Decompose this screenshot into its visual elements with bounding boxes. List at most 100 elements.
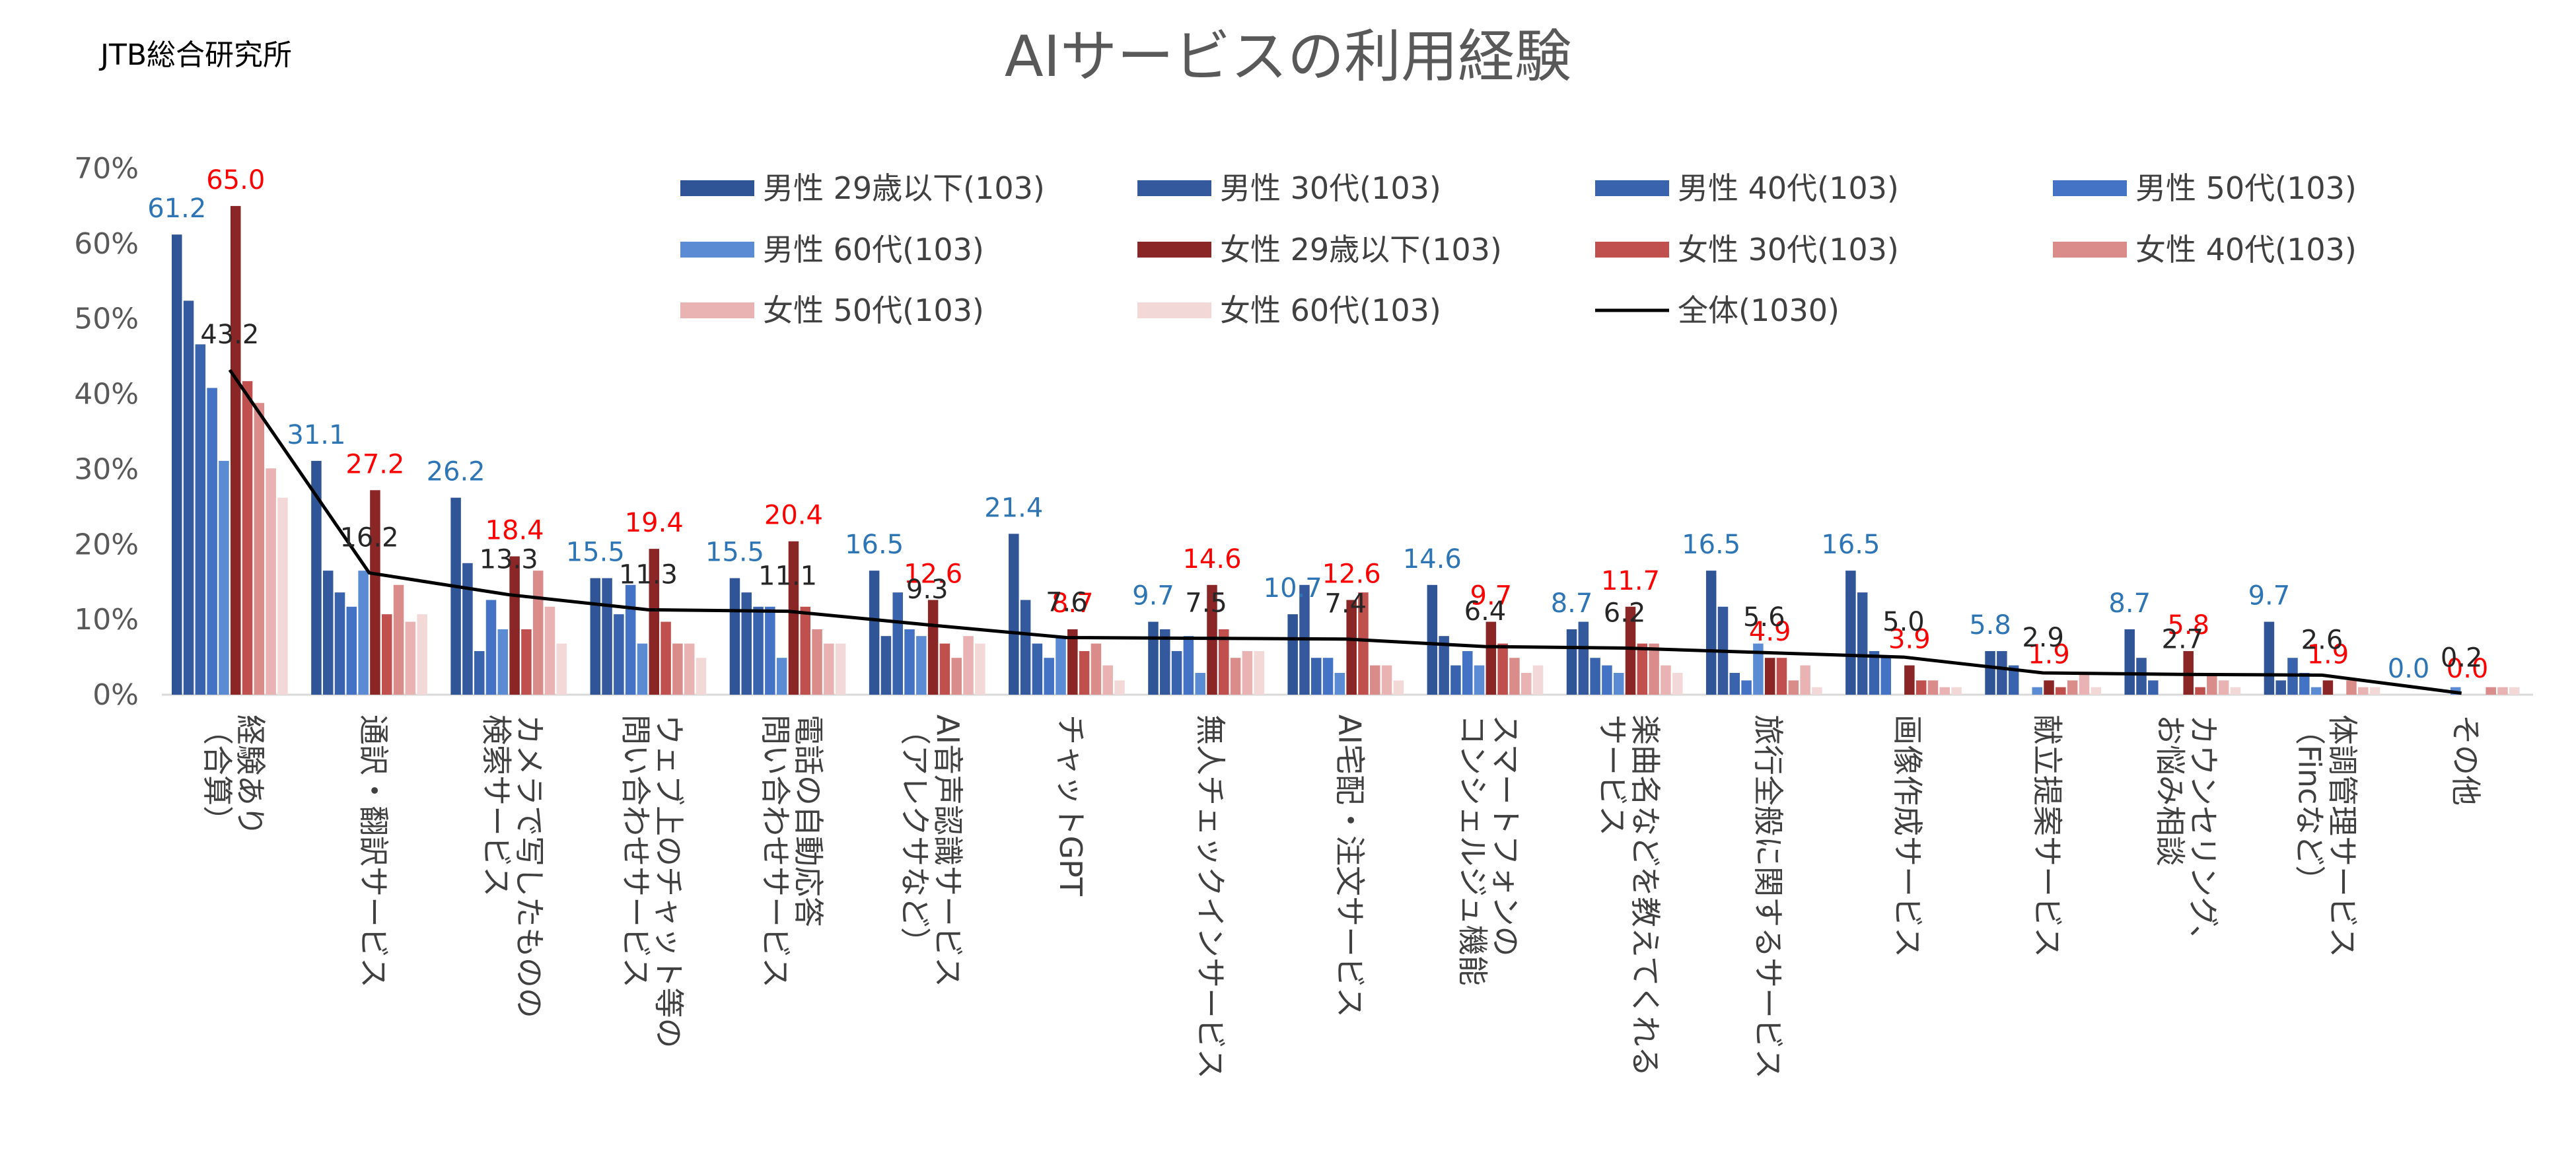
legend-label: 全体(1030) (1678, 293, 1840, 328)
legend-label: 女性 50代(103) (763, 293, 984, 328)
bar (625, 584, 636, 695)
category-label: 経験あり (233, 715, 268, 836)
bar (1020, 600, 1031, 695)
bar (2207, 672, 2217, 695)
bar (2310, 687, 2322, 695)
legend-swatch (680, 242, 754, 258)
legend-label: 男性 50代(103) (2135, 170, 2357, 206)
data-label-male-29: 8.7 (2108, 588, 2151, 619)
data-label-female-29: 14.6 (1182, 544, 1241, 575)
data-label-male-29: 14.6 (1403, 544, 1462, 575)
y-tick-label: 60% (74, 227, 139, 261)
bar (1904, 665, 1915, 695)
bar (1939, 687, 1950, 695)
y-tick-label: 40% (74, 378, 139, 411)
bar (1427, 584, 1438, 695)
legend-label: 男性 60代(103) (763, 232, 984, 267)
bar (614, 614, 624, 695)
bar (1661, 665, 1671, 695)
bar (637, 643, 648, 695)
bar (975, 643, 985, 695)
bar (1812, 687, 1822, 695)
bar (172, 234, 182, 695)
y-tick-label: 0% (92, 678, 139, 712)
bar (1649, 643, 1659, 695)
category-label: 無人チェックインサービス (1192, 715, 1228, 1079)
y-tick-label: 20% (74, 528, 139, 561)
data-label-female-29: 12.6 (904, 559, 962, 590)
bar (1521, 672, 1532, 695)
legend-label: 女性 30代(103) (1678, 232, 1899, 267)
bar (1997, 650, 2007, 695)
bar (334, 592, 345, 695)
bar (1741, 680, 1752, 695)
bar (2032, 687, 2042, 695)
category-label: 楽曲名などを教えてくれる (1628, 715, 1663, 1076)
bar (1462, 650, 1473, 695)
data-label-total: 5.6 (1743, 602, 1785, 633)
category-label: カメラで写したものの (511, 715, 547, 1018)
legend-swatch (1595, 242, 1669, 258)
bar (2136, 658, 2147, 695)
bar (1497, 643, 1508, 695)
bar (2299, 672, 2310, 695)
data-label-female-29: 3.9 (1888, 625, 1931, 655)
y-tick-label: 70% (74, 152, 139, 186)
data-label-total: 11.3 (619, 559, 678, 590)
bar (1869, 650, 1880, 695)
bar (521, 629, 532, 695)
data-label-female-29: 1.9 (2028, 639, 2070, 670)
bar (1532, 665, 1544, 695)
bar (509, 556, 520, 695)
data-label-male-29: 9.7 (2248, 581, 2291, 611)
bar (2264, 621, 2275, 695)
legend-label: 女性 29歳以下(103) (1220, 232, 1502, 267)
legend-swatch (1595, 180, 1669, 196)
bar (1242, 650, 1253, 695)
bar (1055, 636, 1066, 695)
bar (590, 578, 601, 695)
category-label: 献立提案サービス (2029, 715, 2065, 958)
bar (1672, 672, 1683, 695)
source-label: JTB総合研究所 (98, 38, 292, 72)
bar (1148, 621, 1159, 695)
bar (1032, 643, 1043, 695)
category-label: AI宅配・注文サービス (1332, 715, 1368, 1018)
bar (450, 497, 461, 695)
category-label: ウェブ上のチャット等の (651, 715, 687, 1049)
bar (800, 606, 811, 695)
bar (2322, 680, 2334, 695)
bar (1195, 672, 1205, 695)
category-label: カウンセリング、 (2186, 715, 2221, 956)
data-label-female-29: 4.9 (1749, 617, 1791, 647)
bar (2056, 687, 2066, 695)
data-label-total: 13.3 (480, 545, 538, 575)
bar (696, 658, 707, 695)
data-label-male-29: 21.4 (984, 493, 1043, 523)
total-line-layer (228, 368, 2462, 695)
bar (1044, 658, 1054, 695)
category-label: 通訳・翻訳サービス (355, 715, 391, 988)
bar (2346, 680, 2357, 695)
category-label: 旅行全般に関するサービス (1750, 715, 1786, 1079)
bar (916, 636, 927, 695)
category-label: お悩み相談 (2153, 715, 2188, 866)
data-label-female-29: 11.7 (1601, 566, 1660, 596)
bar (1509, 658, 1520, 695)
bar (1613, 672, 1624, 695)
bar (1880, 658, 1892, 695)
total-line (228, 368, 2462, 695)
category-label: サービス (1594, 715, 1630, 836)
data-label-female-29: 20.4 (764, 501, 823, 531)
data-label-total: 6.4 (1464, 596, 1507, 627)
bar (1091, 643, 1102, 695)
bar (2091, 687, 2101, 695)
bar (2497, 687, 2508, 695)
legend-swatch (2053, 180, 2127, 196)
legend-label: 男性 29歳以下(103) (763, 170, 1045, 206)
data-label-male-29: 16.5 (845, 530, 904, 560)
bar (322, 571, 334, 695)
bar (1927, 680, 1939, 695)
bar (1322, 658, 1334, 695)
